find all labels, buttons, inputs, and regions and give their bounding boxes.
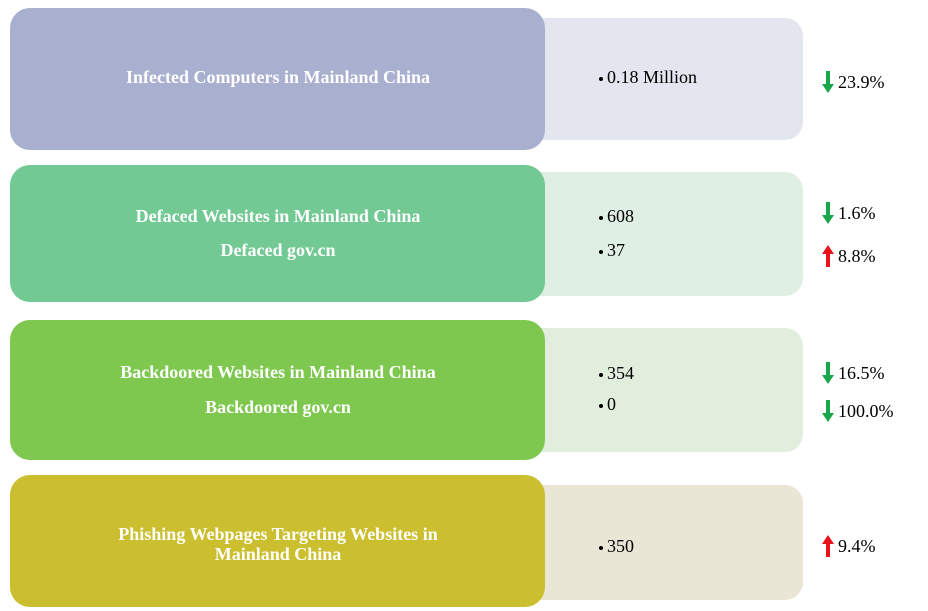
bullet	[599, 373, 603, 377]
row-label: Backdoored gov.cn	[205, 397, 351, 417]
value-panel	[480, 485, 803, 600]
arrow-down	[822, 202, 834, 224]
row-label: Phishing Webpages Targeting Websites in	[118, 524, 437, 544]
value-panel	[480, 328, 803, 452]
row-label: Defaced Websites in Mainland China	[136, 206, 421, 226]
item-change: 16.5%	[838, 363, 885, 383]
item-value: 0	[607, 394, 616, 414]
item-value: 608	[607, 206, 634, 226]
item-change: 9.4%	[838, 536, 876, 556]
value-panel	[480, 172, 803, 296]
item-value: 350	[607, 536, 634, 556]
label-box	[10, 320, 545, 460]
bullet	[599, 77, 603, 81]
label-box	[10, 165, 545, 302]
item-value: 37	[607, 240, 625, 260]
bullet	[599, 546, 603, 550]
arrow-down	[822, 362, 834, 384]
arrow-up	[822, 245, 834, 267]
bullet	[599, 216, 603, 220]
arrow-up	[822, 535, 834, 557]
bullet	[599, 250, 603, 254]
item-change: 100.0%	[838, 401, 894, 421]
row-label: Defaced gov.cn	[221, 240, 336, 260]
value-panel	[480, 18, 803, 140]
label-box	[10, 475, 545, 607]
arrow-down	[822, 71, 834, 93]
item-change: 1.6%	[838, 203, 876, 223]
row-label: Infected Computers in Mainland China	[126, 67, 430, 87]
bullet	[599, 404, 603, 408]
label-box	[10, 8, 545, 150]
item-value: 354	[607, 363, 634, 383]
item-change: 23.9%	[838, 72, 885, 92]
row-label: Backdoored Websites in Mainland China	[120, 362, 435, 382]
arrow-down	[822, 400, 834, 422]
item-value: 0.18 Million	[607, 67, 697, 87]
row-label: Mainland China	[215, 544, 342, 564]
item-change: 8.8%	[838, 246, 876, 266]
